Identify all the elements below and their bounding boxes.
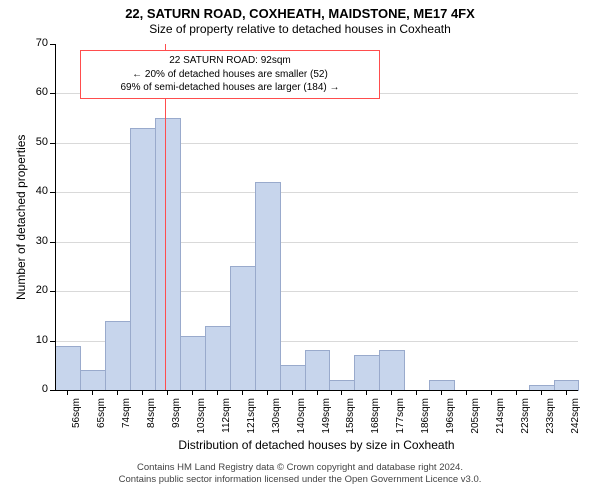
x-tick-label: 84sqm [146,398,157,442]
x-tick-label: 65sqm [96,398,107,442]
y-tick-label: 10 [20,334,48,346]
histogram-bar [354,355,380,391]
histogram-bar [280,365,306,391]
histogram-bar [105,321,131,391]
x-axis-line [55,390,578,391]
footer-attribution: Contains HM Land Registry data © Crown c… [0,462,600,487]
annotation-line-3: 69% of semi-detached houses are larger (… [87,81,373,95]
chart-container: 22, SATURN ROAD, COXHEATH, MAIDSTONE, ME… [0,0,600,500]
x-tick-label: 112sqm [221,398,232,442]
histogram-bar [305,350,331,391]
title-sub: Size of property relative to detached ho… [0,22,600,36]
y-axis-label: Number of detached properties [14,135,28,300]
x-tick-label: 103sqm [196,398,207,442]
x-tick-label: 130sqm [271,398,282,442]
histogram-bar [80,370,106,391]
annotation-line-1: 22 SATURN ROAD: 92sqm [87,54,373,68]
histogram-bar [230,266,256,391]
annotation-line-2: ← 20% of detached houses are smaller (52… [87,68,373,82]
y-tick-label: 30 [20,235,48,247]
histogram-bar [255,182,281,391]
x-tick-label: 196sqm [445,398,456,442]
x-tick-label: 177sqm [395,398,406,442]
x-tick-label: 242sqm [570,398,581,442]
y-tick-label: 50 [20,136,48,148]
x-tick-label: 168sqm [370,398,381,442]
histogram-bar [180,336,206,391]
x-tick-label: 233sqm [545,398,556,442]
y-tick-label: 0 [20,383,48,395]
histogram-bar [155,118,181,391]
y-tick-label: 70 [20,37,48,49]
x-tick-label: 186sqm [420,398,431,442]
footer-line-2: Contains public sector information licen… [119,474,482,485]
histogram-bar [205,326,231,391]
x-tick-label: 93sqm [171,398,182,442]
x-tick-label: 149sqm [321,398,332,442]
histogram-bar [55,346,81,391]
y-tick-label: 20 [20,284,48,296]
histogram-bar [130,128,156,391]
y-tick-label: 40 [20,185,48,197]
x-tick-label: 223sqm [520,398,531,442]
x-tick-label: 158sqm [345,398,356,442]
x-tick-label: 205sqm [470,398,481,442]
title-main: 22, SATURN ROAD, COXHEATH, MAIDSTONE, ME… [0,6,600,21]
footer-line-1: Contains HM Land Registry data © Crown c… [137,462,463,473]
x-tick-label: 121sqm [246,398,257,442]
y-tick-label: 60 [20,86,48,98]
x-tick-label: 140sqm [296,398,307,442]
y-axis-line [55,44,56,390]
annotation-box: 22 SATURN ROAD: 92sqm← 20% of detached h… [80,50,380,99]
histogram-bar [379,350,405,391]
x-tick-label: 74sqm [121,398,132,442]
x-tick-label: 214sqm [495,398,506,442]
x-tick-label: 56sqm [71,398,82,442]
